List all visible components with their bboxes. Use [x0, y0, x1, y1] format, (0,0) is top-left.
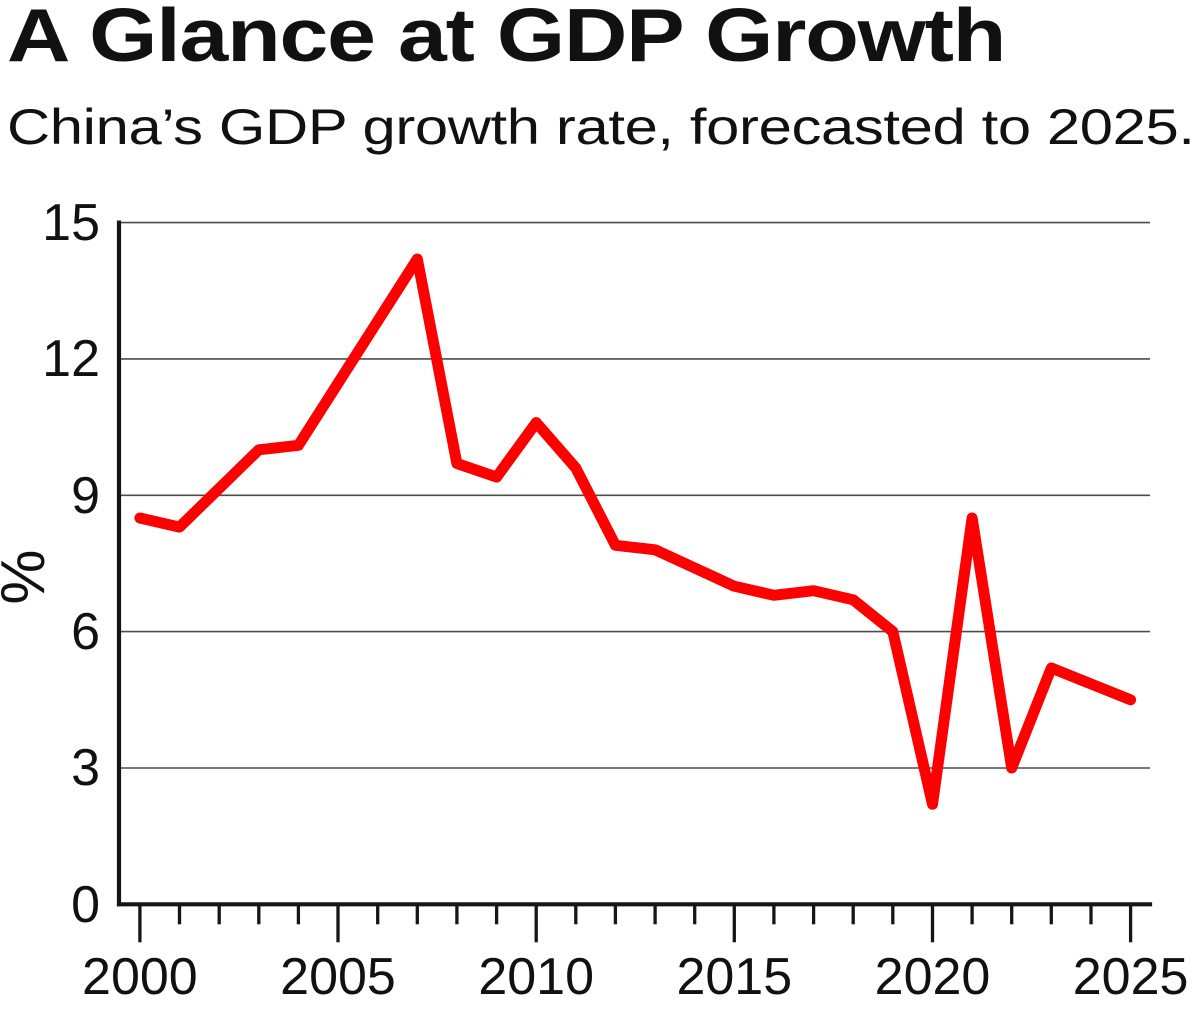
- svg-text:2005: 2005: [280, 948, 396, 1006]
- svg-text:2025: 2025: [1073, 948, 1189, 1006]
- svg-text:6: 6: [71, 603, 100, 661]
- svg-text:2000: 2000: [82, 948, 198, 1006]
- svg-text:2015: 2015: [676, 948, 792, 1006]
- svg-text:2010: 2010: [478, 948, 594, 1006]
- svg-text:12: 12: [42, 330, 100, 388]
- svg-text:2020: 2020: [875, 948, 991, 1006]
- svg-text:15: 15: [42, 194, 100, 252]
- svg-text:0: 0: [71, 876, 100, 934]
- svg-text:3: 3: [71, 739, 100, 797]
- svg-text:%: %: [0, 549, 58, 604]
- svg-text:9: 9: [71, 467, 100, 525]
